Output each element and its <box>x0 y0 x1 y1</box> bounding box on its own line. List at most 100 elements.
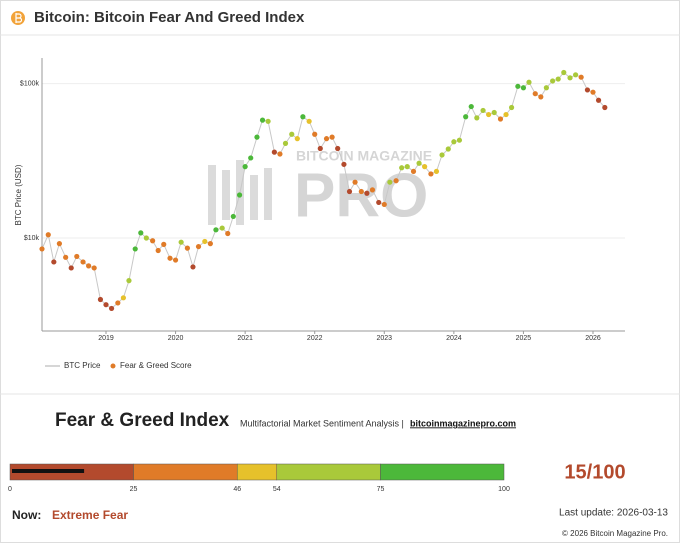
score-point <box>486 111 492 118</box>
score-point <box>172 257 179 263</box>
score-point <box>317 145 323 152</box>
score-point <box>323 136 330 142</box>
score-point <box>74 253 80 260</box>
legend-swatch <box>110 363 116 369</box>
score-point <box>567 75 573 81</box>
score-point <box>422 164 428 170</box>
score-point <box>219 225 225 231</box>
score-point <box>497 116 504 122</box>
score-point <box>184 245 191 251</box>
score-point <box>120 295 126 301</box>
score-point <box>126 278 132 284</box>
score-point <box>364 190 370 196</box>
score-point <box>590 89 596 95</box>
score-point <box>346 188 353 195</box>
gauge-band <box>236 463 278 481</box>
score-point <box>312 131 318 137</box>
score-point <box>555 76 561 82</box>
score-point <box>97 296 104 303</box>
x-tick-label: 2020 <box>168 335 184 342</box>
score-point <box>578 74 584 80</box>
score-point <box>103 302 109 308</box>
watermark-bar <box>222 170 230 220</box>
watermark-text: PRO <box>294 161 428 230</box>
y-tick-label: $100k <box>20 80 40 87</box>
watermark-bar <box>250 175 258 220</box>
status-label: Now: <box>12 508 41 522</box>
legend-label: Fear & Greed Score <box>120 361 192 370</box>
x-tick-label: 2019 <box>98 335 114 342</box>
copyright: © 2026 Bitcoin Magazine Pro. <box>562 529 668 538</box>
score-point <box>150 238 156 244</box>
score-point <box>335 145 341 152</box>
score-point <box>329 134 335 140</box>
x-tick-label: 2025 <box>516 335 532 342</box>
last-update: Last update: 2026-03-13 <box>559 508 668 519</box>
score-point <box>254 134 260 140</box>
x-tick-label: 2023 <box>376 335 392 342</box>
y-tick-label: $10k <box>24 235 40 242</box>
score-point <box>306 118 312 124</box>
score-point <box>387 179 393 185</box>
score-point <box>115 300 121 306</box>
score-point <box>410 168 417 175</box>
score-point <box>561 69 567 76</box>
score-point <box>167 255 173 261</box>
score-point <box>242 164 248 170</box>
score-point <box>352 179 358 185</box>
score-point <box>428 171 434 177</box>
score-point <box>39 246 45 252</box>
score-point <box>86 263 92 269</box>
score-point <box>271 149 277 155</box>
chart-title: Bitcoin: Bitcoin Fear And Greed Index <box>34 9 305 26</box>
score-point <box>294 136 300 142</box>
gauge-tick-label: 54 <box>273 486 281 493</box>
score-point <box>45 232 51 238</box>
gauge-subtitle: Multifactorial Market Sentiment Analysis… <box>240 418 404 428</box>
bitcoin-glyph <box>15 13 23 23</box>
score-point <box>584 87 591 93</box>
score-point <box>451 139 457 145</box>
watermark-text: BITCOIN MAGAZINE <box>296 148 432 164</box>
score-point <box>463 114 469 120</box>
score-point <box>195 243 202 250</box>
score-point <box>543 85 549 91</box>
x-tick-label: 2021 <box>237 335 253 342</box>
y-axis-label: BTC Price (USD) <box>14 164 23 225</box>
x-tick-label: 2024 <box>446 335 462 342</box>
source-link[interactable]: bitcoinmagazinepro.com <box>410 418 516 428</box>
score-point <box>282 140 289 146</box>
gauge-band <box>380 463 505 481</box>
score-point <box>236 192 243 198</box>
score-point <box>207 241 213 247</box>
score-point <box>515 83 521 89</box>
score-point <box>230 213 236 220</box>
gauge-tick-label: 25 <box>130 486 138 493</box>
gauge-band <box>133 463 238 481</box>
score-point <box>532 91 538 97</box>
legend-label: BTC Price <box>64 361 101 370</box>
watermark: BITCOIN MAGAZINE PRO <box>208 148 432 230</box>
score-point <box>265 118 271 124</box>
score-point <box>300 114 306 120</box>
score-point <box>225 230 231 237</box>
score-point <box>341 161 347 167</box>
score-point <box>91 265 97 271</box>
score-point <box>404 164 410 170</box>
x-tick-label: 2026 <box>585 335 601 342</box>
gauge-tick-label: 100 <box>498 486 510 493</box>
score-point <box>439 152 445 158</box>
gauge-tick-label: 46 <box>233 486 241 493</box>
score-point <box>393 178 399 184</box>
score-point <box>520 85 527 91</box>
score-point <box>213 227 219 233</box>
score-point <box>491 109 497 116</box>
score-point <box>573 72 579 78</box>
score-point <box>509 104 515 111</box>
gauge-band <box>276 463 381 481</box>
gauge-tick-label: 0 <box>8 486 12 493</box>
score-point <box>369 187 376 193</box>
score-point <box>248 155 254 161</box>
